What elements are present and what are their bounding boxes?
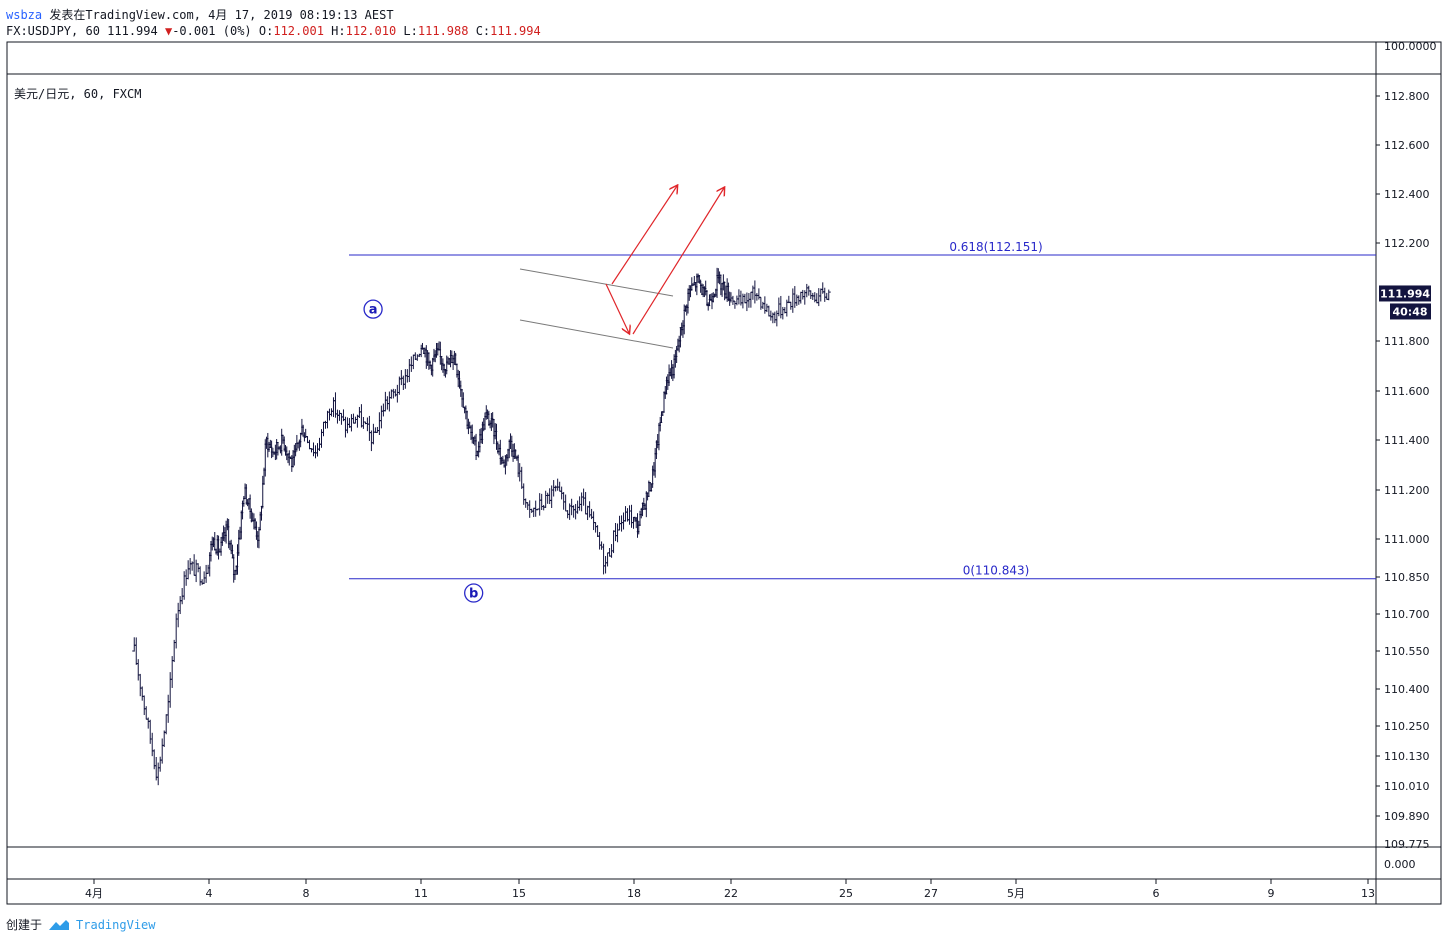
x-tick-label: 4 [206, 887, 213, 900]
close-value: 111.994 [490, 24, 541, 38]
x-tick-label: 5月 [1007, 887, 1025, 900]
y-tick-top-partial: 100.0000 [1384, 40, 1437, 53]
down-arrow-icon: ▼ [164, 24, 173, 38]
y-tick-label: 112.600 [1384, 139, 1430, 152]
pane-title: 美元/日元, 60, FXCM [14, 87, 142, 101]
publish-line: wsbza 发表在TradingView.com, 4月 17, 2019 08… [6, 6, 394, 23]
x-tick-label: 13 [1361, 887, 1375, 900]
y-tick-label: 109.890 [1384, 810, 1430, 823]
footer: 创建于 TradingView [6, 916, 156, 933]
y-tick-label: 111.600 [1384, 385, 1430, 398]
last-price-text: 111.994 [1380, 287, 1430, 300]
open-label: O: [251, 24, 274, 38]
channel-upper-line [519, 268, 674, 297]
arrow-up-1 [611, 186, 677, 285]
y-tick-label: 110.550 [1384, 645, 1430, 658]
x-tick-label: 11 [414, 887, 428, 900]
x-tick-label: 15 [512, 887, 526, 900]
arrow-up-2 [632, 188, 724, 335]
annotations: 0.618(112.151) 0(110.843) a b 111.994 40:48 [349, 186, 1431, 603]
y-tick-label: 111.200 [1384, 484, 1430, 497]
wave-a-label: a [369, 303, 378, 318]
x-axis-ticks: 4月 4 8 11 15 18 22 25 27 5月 6 9 13 [85, 879, 1375, 900]
x-tick-label: 4月 [85, 887, 103, 900]
symbol-line: FX:USDJPY, 60 111.994 [6, 24, 158, 38]
y-tick-label: 111.400 [1384, 434, 1430, 447]
x-tick-label: 22 [724, 887, 738, 900]
tradingview-brand-link[interactable]: TradingView [76, 917, 156, 932]
arrow-down [605, 283, 629, 333]
y-tick-label: 110.250 [1384, 720, 1430, 733]
change-text: -0.001 (0%) [172, 24, 252, 38]
ohlc-line: FX:USDJPY, 60 111.994 ▼-0.001 (0%) O:112… [6, 24, 541, 38]
last-price-badge [1379, 285, 1431, 302]
y-tick-label: 111.000 [1384, 533, 1430, 546]
countdown-badge [1390, 303, 1431, 320]
x-tick-label: 6 [1153, 887, 1160, 900]
countdown-text: 40:48 [1392, 305, 1427, 318]
low-label: L: [396, 24, 418, 38]
y-tick-label: 110.850 [1384, 571, 1430, 584]
open-value: 112.001 [273, 24, 324, 38]
channel-lower-line [519, 319, 674, 349]
low-value: 111.988 [417, 24, 469, 38]
x-tick-label: 9 [1268, 887, 1275, 900]
y-tick-bottom-partial: 109.775 [1384, 838, 1430, 851]
x-tick-label: 8 [303, 887, 310, 900]
high-value: 112.010 [345, 24, 397, 38]
fib-label-0: 0(110.843) [963, 564, 1030, 578]
chart-frame [6, 41, 1442, 905]
wave-b-label: b [469, 587, 478, 602]
tradingview-logo-icon [49, 919, 70, 930]
x-tick-label: 18 [627, 887, 641, 900]
y-tick-label: 110.010 [1384, 780, 1430, 793]
y-tick-label: 111.800 [1384, 335, 1430, 348]
y-tick-label: 112.200 [1384, 237, 1430, 250]
created-with-label: 创建于 [6, 918, 43, 932]
x-tick-label: 25 [839, 887, 853, 900]
close-label: C: [468, 24, 491, 38]
published-text: 发表在TradingView.com, 4月 17, 2019 08:19:13… [42, 8, 394, 22]
indicator-tick: 0.000 [1384, 858, 1416, 871]
wave-b-circle [464, 583, 484, 603]
y-tick-label: 112.800 [1384, 90, 1430, 103]
username-link[interactable]: wsbza [6, 8, 43, 22]
y-tick-label: 110.700 [1384, 608, 1430, 621]
y-tick-label: 110.400 [1384, 683, 1430, 696]
y-tick-label: 112.400 [1384, 188, 1430, 201]
fib-label-0618: 0.618(112.151) [949, 240, 1042, 254]
high-label: H: [323, 24, 346, 38]
wave-a-circle [363, 299, 383, 319]
candle-series [132, 267, 831, 786]
y-axis-ticks: 112.800 112.600 112.400 112.200 111.800 111.6… [1376, 90, 1430, 823]
x-tick-label: 27 [924, 887, 938, 900]
y-tick-label: 110.130 [1384, 750, 1430, 763]
